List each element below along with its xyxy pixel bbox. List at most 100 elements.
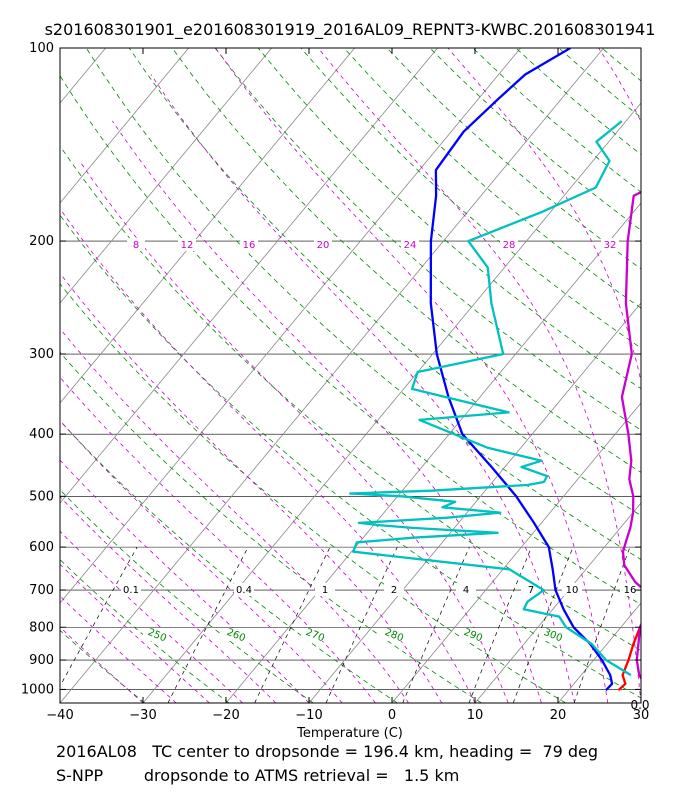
dry-adiabat-line [214, 48, 641, 431]
y-tick-label: 200 [29, 234, 54, 249]
isotherm-line [60, 48, 189, 204]
dry-adiabat-line [645, 48, 700, 703]
series-line [348, 120, 632, 677]
moist-label: 8 [133, 240, 139, 251]
series-line [429, 48, 614, 692]
label-bg [240, 238, 258, 251]
moist-adiabat-line [447, 48, 641, 383]
moist-label: 32 [604, 240, 617, 251]
mixing-ratio-label: 0.1 [123, 585, 139, 596]
mixing-ratio-label: 16 [624, 585, 637, 596]
mixing-ratio-line [167, 546, 249, 703]
x-tick-label: 10 [467, 708, 484, 723]
dry-adiabat-line [60, 283, 566, 703]
label-bg [562, 583, 582, 596]
label-bg [384, 583, 404, 596]
moist-adiabat-line [150, 74, 575, 703]
mixing-ratio-label: 7 [528, 585, 534, 596]
footer-line-2: S-NPP dropsonde to ATMS retrieval = 1.5 … [56, 766, 460, 785]
y-tick-label: 1000 [21, 682, 54, 697]
label-bg [314, 238, 332, 251]
y-tick-label: 800 [29, 620, 54, 635]
moist-adiabat-line [317, 48, 641, 703]
dry-adiabat-line [472, 48, 641, 193]
series-line [617, 622, 641, 692]
mixing-ratio-label: 10 [566, 585, 579, 596]
label-bg [234, 583, 254, 596]
axes: −40 −30 −20 −10 0 10 20 30 100 200 300 400 500 600 700… [21, 41, 649, 723]
moist-label: 12 [181, 240, 194, 251]
moist-adiabat-line [60, 272, 443, 703]
y-tick-label: 700 [29, 583, 54, 598]
moist-label: 20 [317, 240, 330, 251]
dry-adiabat-line [601, 48, 641, 82]
dry-adiabat-line [515, 48, 641, 155]
label-bg [178, 238, 196, 251]
mixing-ratio-label: 0.4 [236, 585, 252, 596]
chart-title: s201608301901_e201608301919_2016AL09_REP… [44, 20, 656, 39]
background-lines [60, 48, 700, 703]
isotherm-line [60, 48, 272, 304]
dry-adiabat-line [60, 701, 61, 703]
isotherm-line [225, 202, 641, 703]
moist-adiabat-line [60, 595, 177, 703]
x-tick-label: 0 [388, 708, 396, 723]
x-tick-label: 30 [633, 708, 650, 723]
data-series [348, 48, 641, 692]
y-tick-label: 500 [29, 489, 54, 504]
y-tick-label: 400 [29, 427, 54, 442]
dry-adiabat-line [386, 48, 641, 270]
isotherm-line [142, 102, 641, 703]
isotherm-line [60, 48, 521, 604]
y-tick-label: 600 [29, 540, 54, 555]
label-bg [401, 238, 419, 251]
dry-adiabat-line [688, 48, 700, 703]
dry-adiabat-line [60, 559, 230, 703]
label-bg [620, 583, 640, 596]
moist-label: 16 [243, 240, 256, 251]
dry-adiabat-line [85, 48, 641, 560]
isotherm-line [60, 48, 355, 404]
x-tick-label: −10 [295, 708, 322, 723]
label-bg [500, 238, 518, 251]
plot-frame [59, 47, 642, 704]
moist-adiabat-line [60, 328, 409, 703]
label-bg [459, 628, 485, 641]
moist-adiabat-line [60, 459, 310, 703]
moist-label: 28 [503, 240, 516, 251]
moist-adiabat-line [60, 530, 243, 703]
x-tick-label: −20 [212, 708, 239, 723]
label-bg [539, 628, 565, 641]
dry-adiabat-line [257, 48, 641, 390]
mixing-ratio-line [402, 546, 470, 703]
isotherm-line [557, 602, 641, 703]
dry-adiabat-line [60, 489, 314, 703]
moist-adiabat-line [598, 48, 641, 123]
dry-adiabat-line [300, 48, 641, 349]
label-bg [222, 628, 248, 641]
label-bg [601, 238, 619, 251]
dry-adiabat-line [429, 48, 641, 231]
isotherm-line [60, 48, 604, 703]
isotherm-line [640, 702, 641, 703]
label-bg [143, 628, 169, 641]
label-bg [380, 628, 406, 641]
mixing-ratio-line [325, 546, 398, 703]
mixing-ratio-line [254, 546, 331, 703]
mixing-ratio-label: 1 [322, 585, 328, 596]
moist-adiabat-line [60, 419, 343, 703]
dry-adiabat-line [60, 351, 482, 703]
mixing-ratio-label: 2 [391, 585, 397, 596]
moist-adiabat-line [60, 563, 210, 703]
label-bg [121, 583, 141, 596]
moist-adiabat-line [79, 160, 509, 703]
series-line [620, 190, 641, 681]
label-bg [456, 583, 476, 596]
dry-adiabat-line [60, 629, 146, 703]
isotherm-line [60, 48, 106, 104]
isotherm-line [391, 402, 641, 703]
dry-adiabat-line [60, 145, 641, 652]
mixing-ratio-label: 4 [463, 585, 469, 596]
